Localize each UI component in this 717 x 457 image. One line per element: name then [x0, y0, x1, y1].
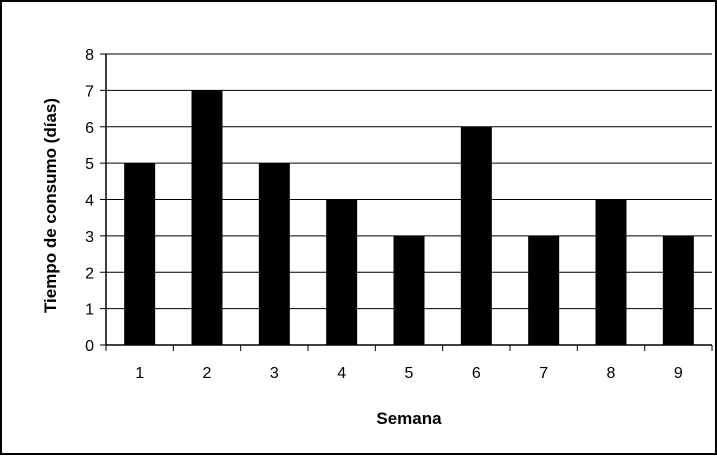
y-tick-label: 2	[85, 265, 94, 282]
bar	[393, 235, 425, 345]
y-tick-label: 1	[85, 302, 94, 319]
x-tick-label: 6	[472, 365, 481, 382]
bars	[124, 90, 694, 345]
x-tick-label: 9	[674, 365, 683, 382]
x-tick-label: 2	[203, 365, 212, 382]
y-axis-title: Tiempo de consumo (días)	[41, 98, 60, 313]
x-tick-label: 4	[337, 365, 346, 382]
y-tick-label: 3	[85, 229, 94, 246]
bar	[258, 163, 290, 345]
y-tick-label: 0	[85, 338, 94, 355]
x-tick-label: 1	[135, 365, 144, 382]
x-axis-title: Semana	[376, 409, 442, 428]
bar	[460, 126, 492, 345]
bar	[528, 235, 560, 345]
y-tick-label: 5	[85, 156, 94, 173]
x-tick-label: 5	[405, 365, 414, 382]
x-tick-labels: 1 2 3 4 5 6 7 8 9	[135, 365, 683, 382]
y-tick-label: 4	[85, 193, 94, 210]
axes	[100, 53, 713, 351]
y-tick-labels: 0 1 2 3 4 5 6 7 8	[85, 47, 94, 355]
x-tick-label: 7	[539, 365, 548, 382]
bar	[662, 235, 694, 345]
x-tick-label: 8	[607, 365, 616, 382]
y-tick-label: 6	[85, 120, 94, 137]
y-tick-label: 8	[85, 47, 94, 64]
bar	[326, 199, 358, 345]
x-tick-label: 3	[270, 365, 279, 382]
y-tick-label: 7	[85, 83, 94, 100]
bar	[124, 163, 156, 345]
bar	[191, 90, 223, 345]
bar	[595, 199, 627, 345]
